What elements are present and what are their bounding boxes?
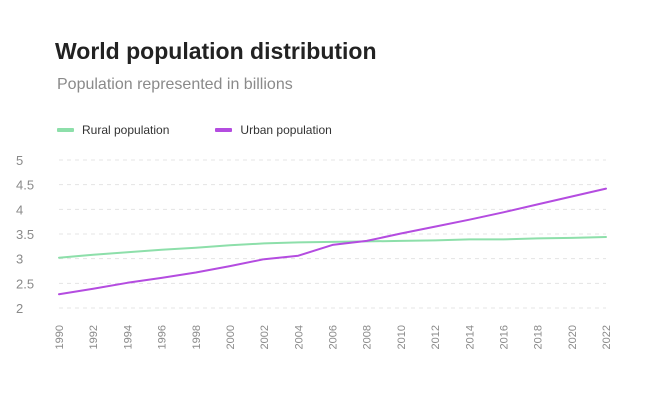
chart-title: World population distribution [55,38,377,64]
x-tick-label: 2004 [293,325,305,349]
x-tick-label: 1992 [88,325,100,349]
x-tick-label: 2014 [464,325,476,349]
x-tick-label: 1998 [191,325,203,349]
legend-item-rural[interactable]: Rural population [57,123,169,137]
legend-swatch-urban [215,128,233,132]
y-tick-label: 3.5 [16,227,34,242]
legend-item-urban[interactable]: Urban population [215,123,332,137]
legend-swatch-rural [57,128,74,132]
x-tick-label: 2008 [362,325,374,349]
x-tick-label: 2002 [259,325,271,349]
series-line-urban [58,187,607,296]
x-tick-label: 2010 [396,325,408,349]
y-tick-label: 2 [16,301,23,316]
x-tick-label: 1990 [54,325,66,349]
x-tick-label: 2000 [225,325,237,349]
series-line-rural [58,236,607,259]
chart-legend: Rural population Urban population [57,122,332,138]
legend-label-urban: Urban population [240,123,332,137]
x-tick-label: 2012 [430,325,442,349]
y-tick-label: 2.5 [16,276,34,291]
x-tick-label: 2006 [328,325,340,349]
x-tick-label: 2018 [533,325,545,349]
legend-label-rural: Rural population [82,123,170,137]
x-tick-label: 2020 [567,325,579,349]
y-tick-label: 5 [16,153,23,168]
x-tick-label: 2022 [601,325,613,349]
y-tick-label: 3 [16,252,23,267]
x-tick-label: 1996 [157,325,169,349]
x-tick-label: 1994 [122,325,134,349]
chart-subtitle: Population represented in billions [57,76,293,93]
x-tick-label: 2016 [498,325,510,349]
y-tick-label: 4.5 [16,178,34,193]
y-tick-label: 4 [16,202,23,217]
